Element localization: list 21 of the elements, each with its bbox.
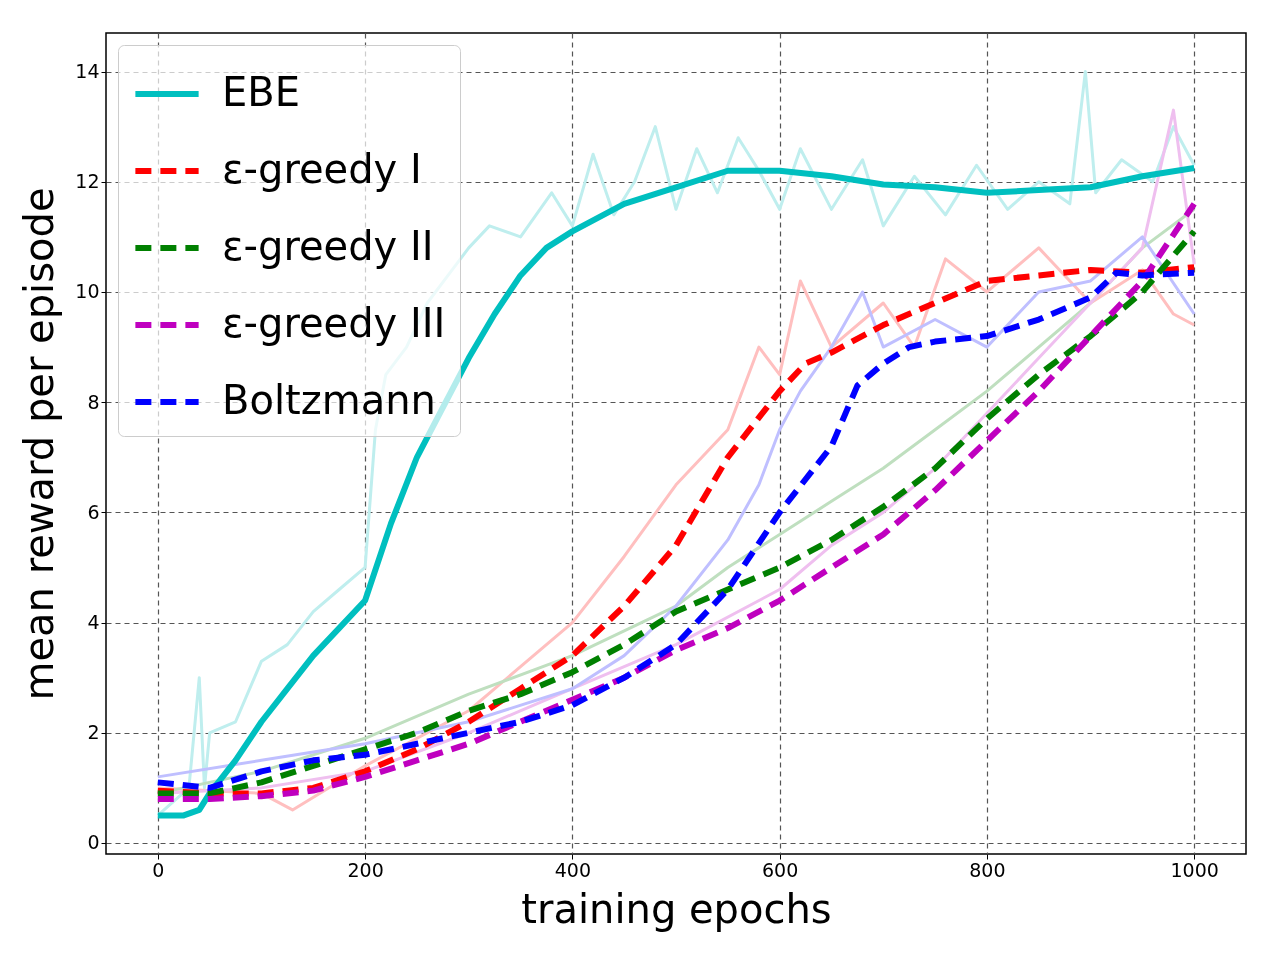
x-tick-label: 600	[762, 858, 799, 881]
x-tick-label: 0	[152, 858, 165, 881]
y-tick-label: 14	[75, 60, 100, 83]
legend-label: ε-greedy I	[222, 146, 422, 192]
y-tick-label: 0	[87, 831, 100, 854]
y-tick-label: 8	[87, 390, 100, 413]
x-tick-label: 200	[347, 858, 384, 881]
legend-label: Boltzmann	[222, 377, 436, 423]
x-tick-label: 800	[969, 858, 1006, 881]
y-tick-label: 6	[87, 500, 100, 523]
x-tick-label: 400	[554, 858, 591, 881]
legend-label: ε-greedy II	[222, 223, 434, 269]
x-tick-label: 1000	[1170, 858, 1219, 881]
x-axis-title: training epochs	[521, 885, 832, 932]
y-axis-title: mean reward per episode	[16, 187, 63, 701]
y-tick-label: 4	[87, 611, 100, 634]
y-tick-label: 12	[75, 170, 100, 193]
y-tick-label: 10	[75, 280, 100, 303]
y-tick-label: 2	[87, 721, 100, 744]
legend-label: ε-greedy III	[222, 300, 446, 346]
legend-label: EBE	[222, 69, 300, 115]
